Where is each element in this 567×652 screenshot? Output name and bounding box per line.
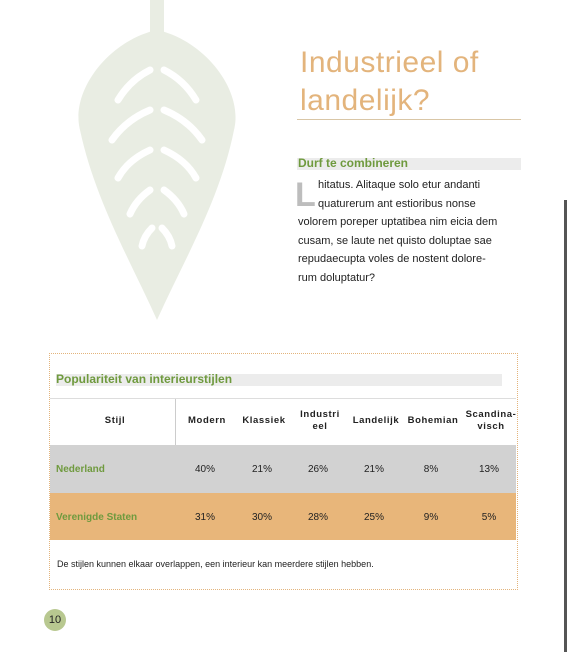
table-box — [49, 353, 518, 590]
cell-value: 9% — [423, 512, 439, 523]
cell-value: 31% — [194, 512, 216, 523]
page-title: Industrieel of landelijk? — [300, 46, 479, 117]
row-label: Verenigde Staten — [56, 512, 138, 523]
body-line: repudaecupta voles de nostent dolore- — [298, 253, 486, 265]
cell-value: 26% — [307, 464, 329, 475]
body-line: cusam, se laute net quisto doluptae sae — [298, 234, 492, 247]
column-header: Klassiek — [242, 415, 286, 426]
table-title-bar — [56, 374, 502, 386]
body-line: hitatus. Alitaque solo etur andanti — [318, 179, 481, 191]
drop-cap: L — [295, 176, 316, 214]
cell-value: 21% — [251, 464, 273, 475]
leaf-illustration — [78, 0, 236, 320]
page-number: 10 — [44, 609, 66, 631]
body-line: quaturerum ant estioribus nonse — [318, 197, 476, 210]
title-rule — [297, 119, 521, 120]
table-title: Populariteit van interieurstijlen — [56, 372, 233, 386]
column-separator — [175, 399, 176, 445]
column-header: Scandina- visch — [465, 409, 517, 432]
subtitle: Durf te combineren — [298, 156, 409, 170]
cell-value: 28% — [307, 512, 329, 523]
page-edge — [564, 200, 567, 652]
cell-value: 21% — [363, 464, 385, 475]
cell-value: 5% — [481, 512, 497, 523]
table-row — [50, 493, 516, 540]
subtitle-bar — [297, 158, 521, 170]
cell-value: 8% — [423, 464, 439, 475]
body-line: rum doluptatur? — [298, 271, 376, 284]
table-note: De stijlen kunnen elkaar overlappen, een… — [57, 559, 374, 569]
column-header: Bohemian — [407, 415, 459, 426]
cell-value: 40% — [194, 464, 216, 475]
column-header: Modern — [188, 415, 226, 426]
row-label: Nederland — [56, 464, 105, 475]
table-row — [50, 445, 516, 493]
column-header: Industrieel — [300, 409, 340, 432]
cell-value: 25% — [363, 512, 385, 523]
cell-value: 30% — [251, 512, 273, 523]
column-header: Landelijk — [352, 415, 400, 426]
cell-value: 13% — [478, 464, 500, 475]
column-header: Stijl — [104, 415, 126, 426]
body-line: volorem poreper uptatibea nim eicia dem — [298, 216, 498, 228]
